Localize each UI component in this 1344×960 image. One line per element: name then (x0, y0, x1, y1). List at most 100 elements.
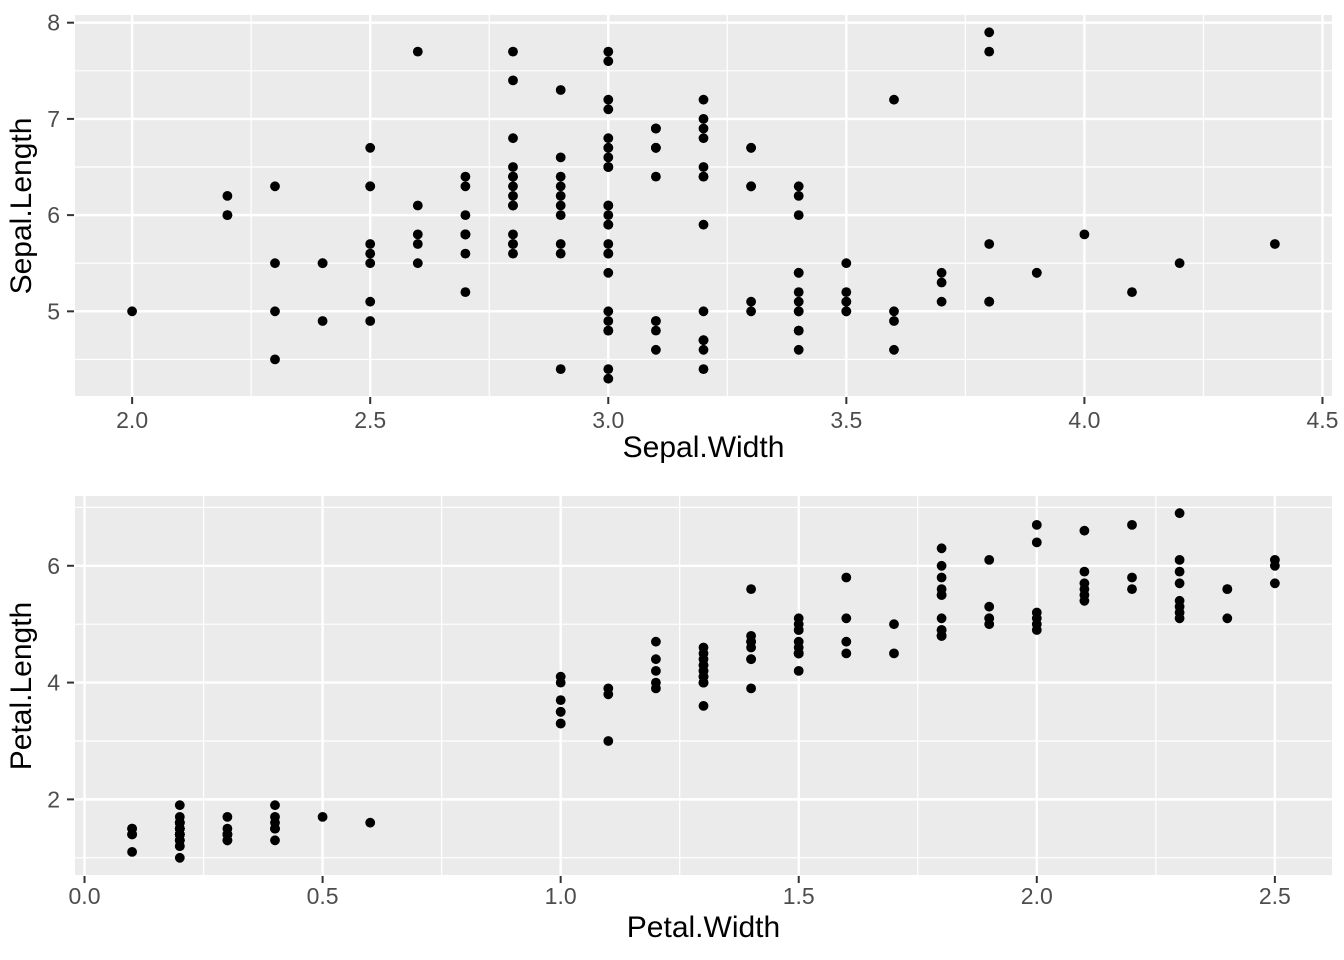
data-point (984, 619, 995, 630)
data-point (651, 123, 661, 134)
data-point (651, 316, 661, 326)
data-point (651, 666, 661, 676)
data-point (698, 219, 709, 230)
data-point (603, 248, 614, 259)
data-point (222, 829, 233, 840)
data-point (936, 560, 947, 571)
data-point (603, 133, 614, 144)
data-point (460, 181, 471, 192)
data-point (793, 296, 804, 307)
data-point (222, 191, 233, 201)
data-point (1174, 258, 1185, 269)
data-point (555, 85, 566, 95)
data-point (222, 210, 233, 221)
data-point (793, 648, 804, 659)
data-point (1174, 566, 1185, 577)
data-point (936, 296, 947, 307)
data-point (508, 171, 518, 182)
data-point (746, 181, 756, 192)
y-tick-label: 7 (47, 106, 60, 132)
data-point (984, 46, 995, 57)
data-point (127, 829, 137, 840)
data-point (555, 200, 566, 211)
data-point (841, 287, 852, 297)
y-tick-label: 4 (47, 670, 60, 696)
data-point (1079, 595, 1090, 606)
data-point (1174, 555, 1185, 565)
data-point (1222, 584, 1233, 594)
data-point (698, 344, 709, 355)
data-point (1079, 229, 1090, 240)
petal-plot: 0.0 0.5 1.0 1.5 2.0 2.5 2 4 6 (47, 496, 1332, 909)
data-point (936, 267, 947, 278)
data-point (460, 171, 471, 182)
data-point (555, 210, 566, 221)
data-point (603, 316, 614, 326)
data-point (270, 835, 280, 846)
x-tick-label: 1.0 (545, 883, 577, 909)
sepal-plot-x-axis-title: Sepal.Width (622, 431, 785, 464)
data-point (555, 671, 566, 682)
data-point (698, 335, 709, 346)
data-point (793, 306, 804, 317)
data-point (889, 344, 899, 355)
y-tick-label: 8 (47, 10, 60, 36)
data-point (270, 306, 280, 317)
data-point (651, 325, 661, 336)
data-point (555, 152, 566, 163)
data-point (1174, 607, 1185, 618)
data-point (603, 689, 614, 700)
x-tick-label: 3.0 (592, 407, 624, 433)
data-point (603, 142, 614, 153)
data-point (698, 162, 709, 172)
data-point (270, 354, 280, 365)
data-point (841, 572, 852, 583)
data-point (936, 277, 947, 288)
data-point (412, 200, 423, 211)
sepal-plot-y-axis-title: Sepal.Length (5, 117, 38, 295)
data-point (698, 114, 709, 124)
data-point (698, 364, 709, 374)
data-point (603, 46, 614, 57)
data-point (555, 248, 566, 259)
data-point (793, 210, 804, 221)
x-tick-label: 4.5 (1306, 407, 1338, 433)
x-tick-label: 4.0 (1068, 407, 1100, 433)
data-point (412, 46, 423, 57)
data-point (793, 344, 804, 355)
data-point (651, 636, 661, 647)
data-point (1031, 537, 1042, 548)
data-point (793, 267, 804, 278)
data-point (127, 306, 137, 317)
data-point (317, 258, 328, 269)
y-tick-label: 6 (47, 202, 60, 228)
data-point (841, 648, 852, 659)
data-point (746, 584, 756, 594)
x-tick-label: 2.0 (116, 407, 148, 433)
data-point (1222, 613, 1233, 624)
data-point (222, 812, 233, 822)
data-point (984, 27, 995, 38)
data-point (365, 181, 376, 192)
data-point (603, 239, 614, 249)
data-point (555, 171, 566, 182)
x-tick-label: 2.5 (354, 407, 386, 433)
data-point (555, 718, 566, 729)
data-point (508, 191, 518, 201)
data-point (555, 695, 566, 705)
data-point (793, 181, 804, 192)
data-point (365, 258, 376, 269)
data-point (603, 219, 614, 230)
data-point (1031, 625, 1042, 635)
data-point (1174, 578, 1185, 589)
data-point (1031, 607, 1042, 618)
data-point (841, 306, 852, 317)
x-tick-label: 1.5 (783, 883, 815, 909)
data-point (746, 296, 756, 307)
data-point (508, 75, 518, 86)
data-point (746, 142, 756, 153)
data-point (984, 296, 995, 307)
x-tick-label: 0.5 (307, 883, 339, 909)
data-point (698, 171, 709, 182)
